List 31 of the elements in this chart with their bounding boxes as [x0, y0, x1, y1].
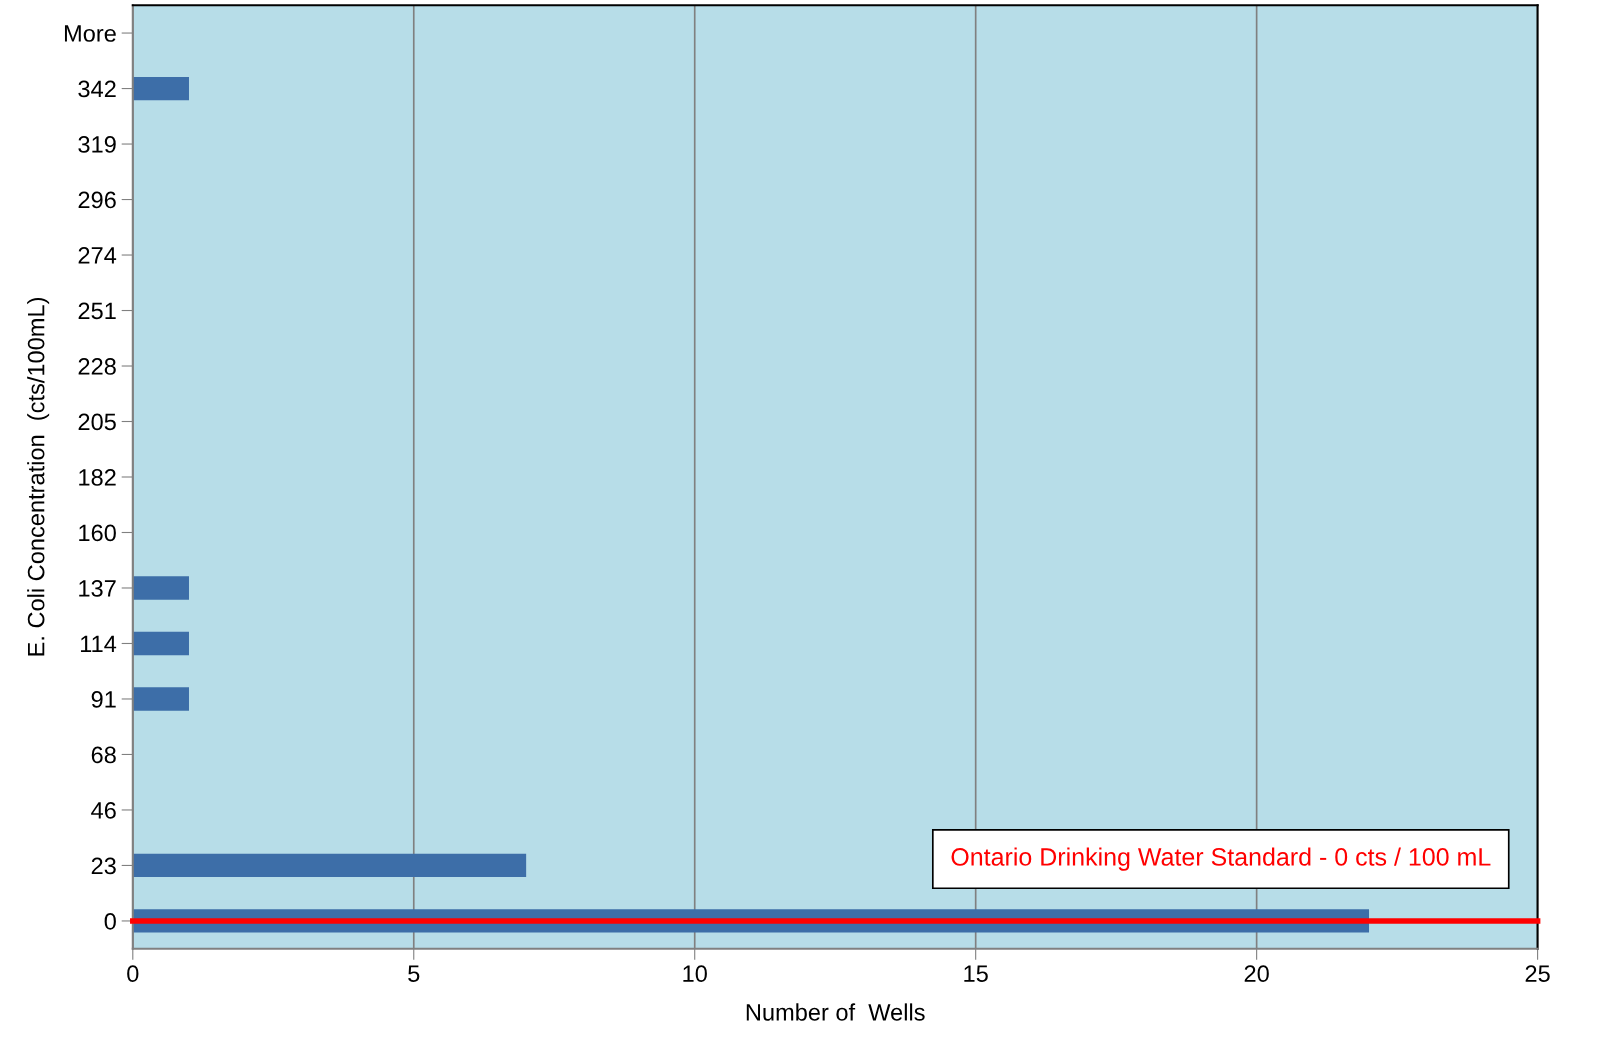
x-tick-label: 15 [964, 965, 988, 983]
y-tick-label: 114 [80, 635, 117, 653]
bar [132, 687, 189, 711]
y-tick-label: 46 [91, 802, 116, 819]
y-tick-label: 251 [78, 302, 116, 320]
y-axis-title: E. Coli Concentration (cts/100mL) [27, 298, 50, 656]
x-tick-label: 10 [683, 965, 707, 983]
y-tick-label: More [64, 25, 116, 42]
y-tick-label: 205 [78, 413, 116, 431]
y-tick-label: 137 [79, 580, 116, 597]
y-tick-label: 319 [78, 136, 116, 153]
y-tick-label: 160 [79, 524, 116, 542]
y-tick-label: 23 [91, 857, 116, 875]
y-tick-label: 182 [79, 469, 116, 486]
y-tick-label: 91 [91, 691, 116, 708]
y-tick-label: 342 [78, 80, 116, 98]
y-tick-label: 68 [91, 746, 116, 764]
x-axis-title: Number of Wells [746, 1003, 925, 1021]
x-tick-label: 25 [1525, 965, 1550, 983]
x-tick-label: 20 [1244, 965, 1269, 983]
y-tick-label: 0 [104, 913, 116, 930]
y-tick-label: 274 [78, 247, 117, 264]
y-tick-label: 296 [78, 191, 116, 209]
y-tick-label: 228 [78, 358, 116, 375]
bar [132, 853, 527, 878]
bar [132, 631, 189, 656]
x-tick-label: 0 [127, 965, 139, 983]
bar [132, 576, 189, 600]
ref-line-label: Ontario Drinking Water Standard - 0 cts / 100 mL [951, 847, 1491, 871]
bar [132, 76, 189, 101]
x-tick-label: 5 [408, 965, 420, 983]
